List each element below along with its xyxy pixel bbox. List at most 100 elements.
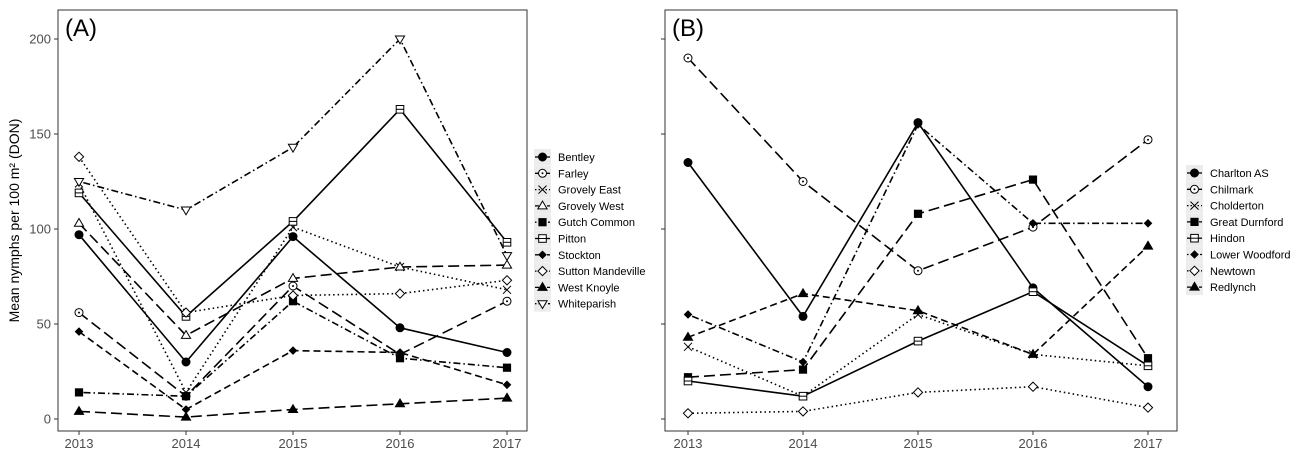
legend-key-marker (538, 218, 547, 227)
data-point (73, 178, 85, 188)
series-great-durnford (683, 175, 1153, 382)
legend-key-marker (537, 265, 548, 277)
data-point (287, 290, 299, 301)
data-point (1142, 240, 1154, 250)
series-whiteparish (73, 35, 513, 262)
data-point (502, 285, 512, 295)
x-tick-label: 2013 (65, 436, 94, 451)
data-point (913, 336, 923, 346)
data-point (288, 281, 298, 291)
legend-label: Sutton Mandeville (558, 266, 645, 278)
legend-item: Farley (534, 165, 589, 182)
x-tick-label: 2017 (493, 436, 522, 451)
data-point (1143, 382, 1153, 392)
legend-label: Chilmark (1210, 184, 1254, 196)
legend-label: Great Durnford (1210, 217, 1283, 229)
legend-key-marker (537, 281, 548, 291)
legend-label: Redlynch (1210, 282, 1256, 294)
data-point (798, 357, 808, 367)
series-line (687, 121, 1149, 388)
data-point (683, 158, 693, 167)
data-point (502, 296, 512, 306)
data-point (73, 217, 85, 227)
data-point (394, 35, 406, 45)
legend-key-marker (1190, 201, 1199, 210)
data-point (1143, 361, 1153, 371)
legend-item: Gutch Common (534, 214, 635, 231)
data-point (180, 329, 192, 339)
data-point (501, 259, 513, 269)
x-tick-label: 2016 (386, 436, 415, 451)
legend-item: Whiteparish (534, 295, 616, 312)
series-line (78, 300, 508, 398)
legend-label: Cholderton (1210, 201, 1264, 213)
data-point (1027, 348, 1039, 358)
legend-item: Grovely West (534, 197, 624, 214)
legend-label: Lower Woodford (1210, 250, 1291, 262)
data-point (1143, 354, 1153, 363)
legend-key-marker (1190, 217, 1199, 227)
legend-item: Lower Woodford (1186, 246, 1291, 263)
data-point (501, 392, 513, 402)
legend-label: Farley (558, 168, 589, 180)
data-point (798, 311, 808, 321)
series-newtown (682, 381, 1154, 419)
data-point (913, 120, 923, 129)
data-point (797, 406, 809, 417)
legend-label: Charlton AS (1210, 168, 1269, 180)
data-point (394, 398, 406, 408)
series-lower-woodford (683, 120, 1153, 367)
data-point (74, 327, 84, 336)
data-point (913, 209, 923, 218)
data-point (73, 151, 85, 163)
data-point (288, 232, 298, 242)
series-line (687, 57, 1149, 272)
series-grovely-west (73, 217, 513, 339)
data-point (181, 357, 191, 367)
legend-key-marker (1190, 250, 1199, 259)
data-point (502, 348, 512, 357)
y-tick-label: 50 (37, 317, 51, 332)
series-redlynch (682, 240, 1154, 358)
legend: Bentley Farley Grovely East Grovely West Gut… (534, 149, 645, 312)
data-point (287, 272, 299, 282)
data-point (1143, 135, 1153, 145)
y-tick-label: 0 (44, 412, 51, 427)
legend-key-marker (538, 168, 547, 178)
legend-key-marker (1190, 168, 1199, 178)
legend-item: West Knoyle (534, 279, 620, 296)
x-tick-label: 2014 (789, 436, 818, 451)
data-point (1028, 175, 1038, 184)
data-point (1028, 218, 1038, 228)
legend-label: Stockton (558, 250, 601, 262)
data-point (394, 288, 406, 299)
panel-a: 0 50 100 150 200 2013 2014 2015 2016 2017 Mean nym… (6, 9, 645, 451)
legend-key-marker (538, 234, 547, 243)
legend-item: Grovely East (534, 181, 621, 198)
x-tick-label: 2014 (172, 436, 201, 451)
data-point (395, 105, 405, 114)
data-point (797, 287, 809, 298)
data-point (74, 230, 84, 240)
legend-label: West Knoyle (558, 282, 620, 294)
plot-border (664, 9, 1178, 432)
legend-key-marker (538, 250, 547, 260)
y-tick-label: 100 (29, 222, 51, 237)
x-tick-label: 2015 (279, 436, 308, 451)
legend-label: Hindon (1210, 233, 1245, 245)
data-point (1027, 381, 1039, 393)
legend-item: Hindon (1186, 230, 1245, 247)
series-line (687, 178, 1149, 378)
legend-item: Newtown (1186, 262, 1255, 279)
legend-label: Newtown (1210, 266, 1255, 278)
data-point (682, 331, 694, 341)
series-line (78, 330, 508, 411)
legend-key-marker (1190, 184, 1199, 194)
panel-label: (B) (672, 15, 704, 42)
y-axis-title: Mean nymphs per 100 m² (DON) (6, 119, 22, 323)
data-point (683, 342, 693, 352)
legend-item: Redlynch (1186, 279, 1256, 296)
legend-item: Charlton AS (1186, 165, 1269, 181)
data-point (287, 143, 299, 154)
